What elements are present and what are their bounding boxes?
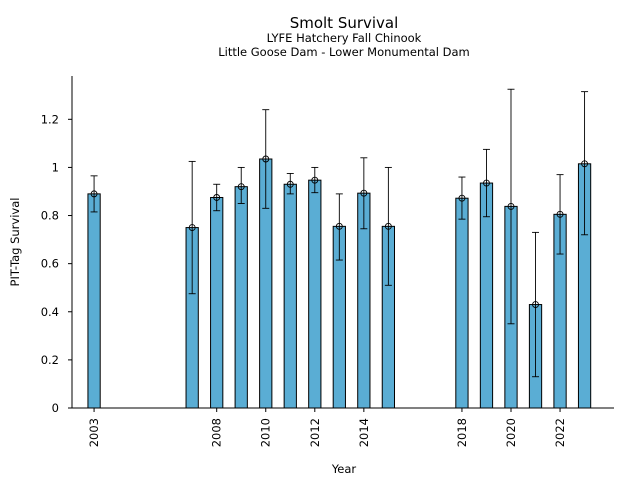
error-bar-2023 [581, 91, 589, 236]
error-bar-2007 [188, 160, 196, 295]
error-bar-2012 [311, 166, 319, 194]
error-bar-2021 [532, 231, 540, 378]
x-axis-label: Year [331, 462, 357, 476]
x-tick-label: 2012 [308, 418, 322, 447]
point-marker-2023 [581, 160, 589, 168]
y-tick-label: 0.4 [41, 305, 59, 319]
point-marker-2007 [188, 224, 196, 232]
point-marker-2003 [90, 190, 98, 198]
chart-title: Smolt Survival [290, 14, 399, 32]
bar-2018 [455, 197, 469, 409]
bar-2011 [283, 183, 297, 409]
x-tick-label: 2014 [357, 418, 371, 447]
error-bar-2013 [335, 193, 343, 261]
error-bar-2014 [360, 157, 368, 230]
error-bar-2022 [556, 174, 564, 255]
y-tick-label: 0.8 [41, 209, 59, 223]
error-bar-2018 [458, 176, 466, 220]
y-tick-label: 1 [52, 160, 59, 174]
x-tick-label: 2022 [553, 418, 567, 447]
bars-group [87, 158, 592, 409]
y-tick-label: 0.2 [41, 353, 59, 367]
point-marker-2015 [384, 222, 392, 230]
bar-2008 [210, 196, 224, 409]
point-marker-2009 [237, 183, 245, 191]
bar-2009 [234, 186, 248, 409]
bar-2012 [308, 179, 322, 409]
point-marker-2021 [532, 301, 539, 309]
error-bar-2020 [507, 88, 515, 325]
point-marker-2019 [483, 179, 490, 187]
error-bar-2009 [237, 166, 245, 204]
y-axis-label: PIT-Tag Survival [8, 198, 22, 287]
x-tick-label: 2010 [259, 418, 273, 447]
y-tick-label: 1.2 [41, 112, 59, 126]
point-marker-2022 [556, 210, 564, 218]
bar-2003 [87, 193, 101, 409]
y-tick-label: 0 [52, 401, 59, 415]
y-ticks-group: 0 0.2 0.4 0.6 0.8 1 1.2 [41, 112, 72, 415]
error-bar-2011 [286, 172, 294, 195]
chart-subtitle-1: LYFE Hatchery Fall Chinook [267, 31, 422, 45]
point-marker-2020 [507, 202, 515, 210]
x-ticks-group: 2003 2008 2010 2012 2014 2018 2020 2022 [87, 408, 567, 447]
point-marker-2008 [213, 194, 221, 201]
y-tick-label: 0.6 [41, 257, 59, 271]
point-marker-2012 [311, 176, 319, 184]
x-tick-label: 2003 [87, 418, 101, 447]
error-bar-2008 [213, 183, 221, 212]
point-marker-2013 [335, 222, 343, 230]
error-bar-2003 [90, 175, 98, 213]
point-marker-2018 [458, 194, 466, 202]
error-bar-2015 [384, 166, 392, 286]
x-tick-label: 2020 [504, 418, 518, 447]
point-marker-2011 [286, 180, 294, 188]
x-tick-label: 2008 [210, 418, 224, 447]
error-bar-2010 [262, 109, 270, 209]
error-bars-group [90, 88, 589, 378]
error-bar-2019 [482, 148, 490, 218]
chart-subtitle-2: Little Goose Dam - Lower Monumental Dam [218, 45, 470, 59]
x-tick-label: 2018 [455, 418, 469, 447]
point-marker-2014 [360, 189, 368, 197]
point-marker-2010 [262, 155, 270, 163]
